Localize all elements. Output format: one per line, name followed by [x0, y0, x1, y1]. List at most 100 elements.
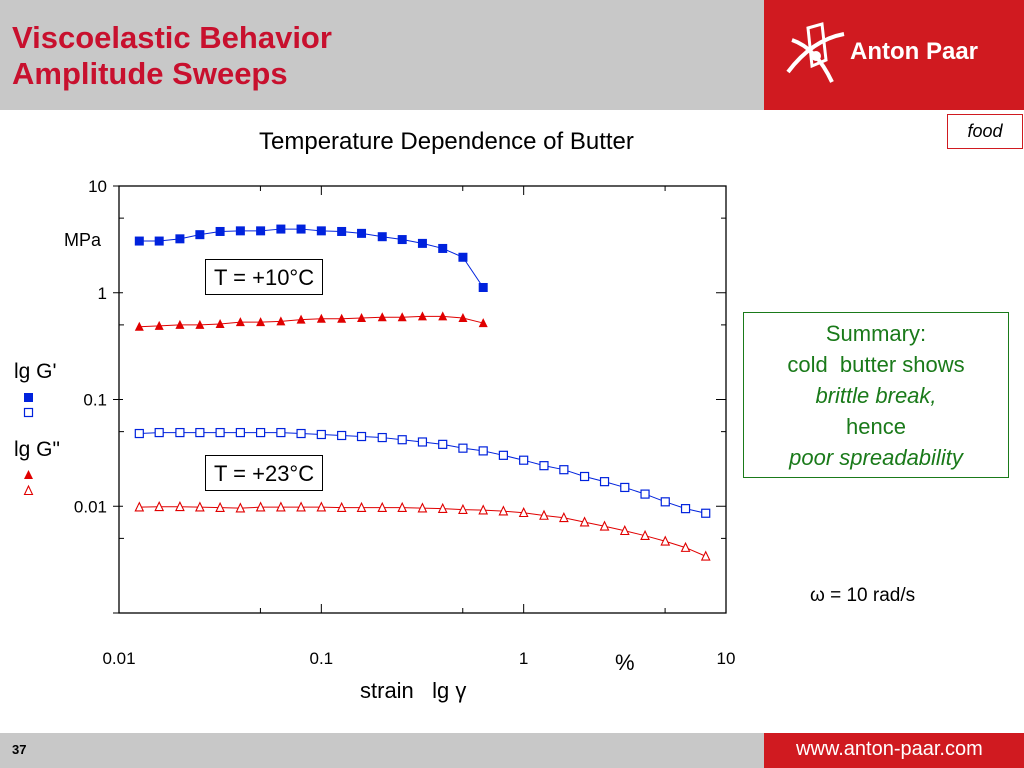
data-point: [296, 428, 306, 439]
data-point: [316, 501, 327, 512]
series-1: [134, 311, 488, 331]
data-point: [154, 427, 164, 438]
data-point: [640, 489, 650, 499]
data-point: [235, 226, 245, 236]
data-point: [316, 313, 326, 323]
data-point: [558, 512, 569, 523]
legend-triangle-open-icon: [23, 484, 34, 496]
data-point: [154, 500, 165, 512]
data-point: [175, 319, 185, 329]
data-point: [417, 311, 427, 321]
data-point: [134, 321, 144, 331]
data-point: [337, 226, 347, 236]
data-point: [437, 502, 448, 513]
y-axis-label-loss: lg G": [14, 438, 60, 461]
summary-line4: hence: [846, 414, 906, 439]
data-point: [701, 508, 711, 518]
data-point: [458, 313, 468, 323]
data-point: [377, 501, 388, 513]
data-point: [275, 501, 286, 512]
page-number: 37: [12, 742, 27, 757]
data-point: [498, 450, 508, 460]
data-point: [619, 524, 630, 536]
y-unit-label: MPa: [64, 230, 102, 250]
annotation-23c: T = +23°C: [205, 455, 324, 491]
data-point: [195, 427, 205, 438]
data-point: [438, 311, 448, 321]
data-point: [336, 501, 347, 513]
brand-panel: Anton Paar: [764, 0, 1024, 110]
data-point: [539, 461, 549, 471]
data-point: [579, 471, 590, 482]
slide-title-line2: Amplitude Sweeps: [12, 56, 288, 91]
data-point: [357, 313, 367, 323]
data-point: [680, 541, 691, 552]
data-point: [377, 232, 387, 242]
data-point: [458, 503, 468, 514]
data-point: [134, 236, 144, 246]
data-point: [337, 430, 347, 441]
data-point: [377, 312, 387, 322]
data-point: [397, 235, 407, 245]
data-point: [458, 443, 468, 453]
data-point: [134, 428, 144, 439]
brand-name: Anton Paar: [850, 38, 979, 65]
data-point: [215, 226, 225, 236]
data-point: [498, 505, 509, 516]
y-tick-label: 1: [98, 284, 107, 303]
data-point: [256, 226, 266, 236]
data-point: [356, 501, 367, 513]
slide-footer: 37: [0, 733, 764, 768]
data-point: [175, 427, 185, 438]
anton-paar-logo-icon: [786, 22, 845, 83]
data-point: [194, 501, 205, 512]
data-point: [700, 550, 711, 561]
data-point: [458, 252, 468, 262]
data-point: [215, 501, 225, 513]
x-unit-label: %: [615, 650, 635, 675]
data-point: [579, 516, 590, 527]
data-point: [154, 236, 164, 246]
data-point: [599, 477, 610, 487]
data-point: [215, 427, 225, 438]
series-layer: [134, 224, 711, 561]
frequency-note: ω = 10 rad/s: [810, 585, 916, 606]
website-link[interactable]: www.anton-paar.com: [796, 738, 983, 760]
legend-square-open-icon: [23, 407, 34, 418]
data-point: [438, 439, 448, 449]
category-tag: food: [947, 114, 1023, 149]
data-point: [154, 320, 164, 330]
data-point: [539, 509, 549, 520]
data-point: [235, 427, 245, 438]
x-tick-label: 0.01: [102, 649, 135, 668]
series-0: [134, 224, 488, 292]
data-point: [417, 238, 427, 248]
data-point: [397, 435, 407, 445]
axes: 0.01 0.1 1 10 10 1 0.1 0.01: [74, 177, 736, 668]
data-point: [438, 243, 448, 253]
data-point: [357, 228, 367, 238]
data-point: [255, 501, 266, 512]
data-point: [256, 317, 266, 327]
summary-heading: Summary:: [825, 321, 927, 346]
data-point: [660, 535, 671, 546]
y-tick-label: 0.1: [83, 391, 107, 410]
data-point: [417, 502, 428, 513]
summary-line5: poor spreadability: [789, 445, 963, 470]
data-point: [175, 500, 185, 512]
data-point: [175, 234, 185, 244]
data-point: [519, 455, 529, 465]
plot-frame: [118, 185, 727, 614]
series-3: [134, 500, 711, 561]
data-point: [215, 318, 225, 328]
x-tick-label: 0.1: [310, 649, 334, 668]
data-point: [599, 520, 610, 531]
x-tick-label: 1: [519, 649, 528, 668]
data-point: [296, 314, 306, 324]
annotation-10c: T = +10°C: [205, 259, 324, 295]
slide-title-line1: Viscoelastic Behavior: [12, 20, 332, 55]
data-point: [680, 504, 691, 514]
data-point: [660, 497, 670, 507]
data-point: [640, 529, 650, 541]
